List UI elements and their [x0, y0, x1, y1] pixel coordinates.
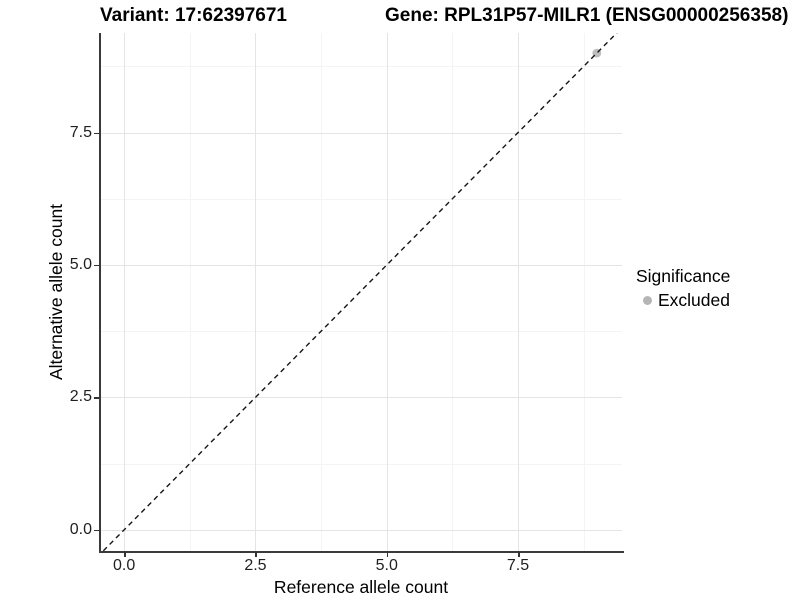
- x-tick-mark: [386, 552, 389, 557]
- x-tick-mark: [518, 552, 520, 557]
- x-tick-mark: [255, 552, 257, 557]
- major-gridline-y: [100, 529, 622, 531]
- y-tick-label: 2.5: [69, 388, 92, 406]
- legend-title: Significance: [636, 266, 731, 286]
- x-tick-label: 2.5: [244, 557, 267, 574]
- x-tick-label: 7.5: [506, 557, 530, 574]
- minor-gridline-x: [452, 33, 454, 551]
- y-tick-mark: [94, 132, 99, 135]
- major-gridline-y: [100, 397, 622, 399]
- major-gridline-x: [124, 33, 126, 551]
- x-tick-label: 5.0: [375, 557, 398, 574]
- plot-title-variant: Variant: 17:62397671: [100, 5, 287, 26]
- x-tick-mark: [124, 552, 126, 557]
- minor-gridline-x: [189, 33, 191, 551]
- y-axis-title: Alternative allele count: [46, 203, 66, 381]
- major-gridline-x: [386, 33, 388, 551]
- legend-dot-icon: [643, 296, 652, 305]
- plot-panel: [100, 33, 622, 551]
- minor-gridline-y: [100, 463, 622, 465]
- major-gridline-x: [255, 33, 257, 551]
- minor-gridline-x: [321, 33, 323, 551]
- plot-title-gene: Gene: RPL31P57-MILR1 (ENSG00000256358): [385, 5, 789, 26]
- y-tick-label: 5.0: [69, 255, 92, 273]
- major-gridline-x: [518, 33, 520, 551]
- major-gridline-y: [100, 132, 622, 134]
- legend-entry: Excluded: [636, 290, 730, 311]
- y-tick-label: 0.0: [69, 520, 92, 538]
- plot-canvas: [102, 33, 618, 551]
- minor-gridline-y: [100, 66, 622, 68]
- legend: Significance Excluded: [636, 266, 730, 311]
- x-tick-label: 0.0: [113, 557, 136, 574]
- major-gridline-y: [100, 264, 622, 266]
- x-axis-title: Reference allele count: [273, 577, 449, 597]
- y-axis-line: [99, 33, 101, 552]
- minor-gridline-y: [100, 331, 622, 333]
- legend-entries: Excluded: [636, 290, 730, 311]
- identity-dashed-line: [102, 33, 618, 551]
- y-tick-mark: [94, 397, 99, 399]
- y-tick-mark: [94, 529, 99, 532]
- minor-gridline-x: [583, 33, 585, 551]
- y-tick-mark: [94, 264, 99, 267]
- minor-gridline-y: [100, 198, 622, 200]
- x-axis-line: [99, 551, 624, 553]
- y-tick-label: 7.5: [69, 123, 92, 141]
- legend-label: Excluded: [658, 290, 730, 310]
